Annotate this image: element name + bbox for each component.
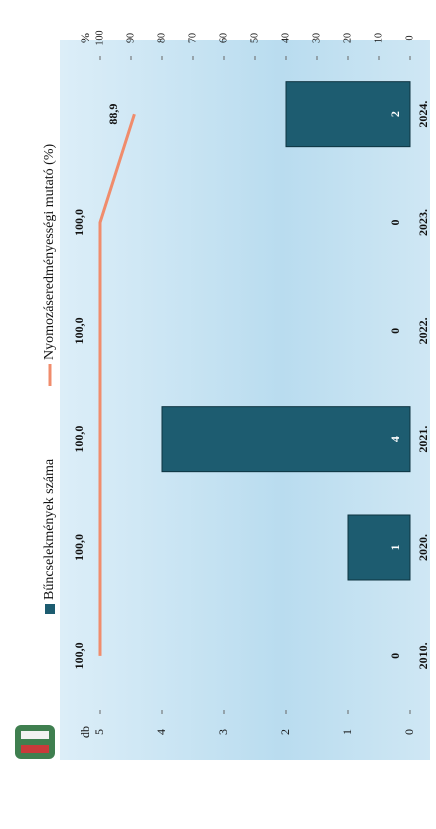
y-tick-label: 1 <box>340 729 354 735</box>
y2-tick-label: 70 <box>187 33 198 43</box>
line-value-label: 100,0 <box>72 426 86 453</box>
bar <box>161 406 411 473</box>
y-tick-label: 0 <box>402 729 416 735</box>
bar-value-label: 0 <box>388 328 402 334</box>
x-tick-label: 2010. <box>416 642 430 669</box>
y-tick-label: 5 <box>92 729 106 735</box>
y2-tick-label: 90 <box>125 33 136 43</box>
line-value-label: 100,0 <box>72 317 86 344</box>
x-tick-label: 2023. <box>416 209 430 236</box>
x-tick-label: 2024. <box>416 101 430 128</box>
plot-background <box>60 40 430 760</box>
rotated-chart: db%01234501020304050607080901002010.2020… <box>15 31 430 759</box>
logo <box>15 725 55 759</box>
y2-tick-label: 0 <box>404 36 415 41</box>
x-tick-label: 2021. <box>416 426 430 453</box>
line-value-label: 100,0 <box>72 642 86 669</box>
x-tick-label: 2022. <box>416 317 430 344</box>
bar <box>285 81 411 148</box>
legend-label: Nyomozáseredményességi mutató (%) <box>42 144 57 360</box>
y2-tick-label: 60 <box>218 33 229 43</box>
bar-value-label: 0 <box>388 220 402 226</box>
x-tick-label: 2020. <box>416 534 430 561</box>
y-tick-label: 3 <box>216 729 230 735</box>
bar-value-label: 0 <box>388 653 402 659</box>
y2-tick-label: 10 <box>373 33 384 43</box>
legend-swatch <box>45 604 55 614</box>
y2-tick-label: 20 <box>342 33 353 43</box>
legend-label: Bűncselekmények száma <box>42 458 57 600</box>
bar <box>347 514 411 581</box>
y2-tick-label: 50 <box>249 33 260 43</box>
bar-value-label: 1 <box>388 545 402 551</box>
y2-tick-label: 80 <box>156 33 167 43</box>
y2-tick-label: 30 <box>311 33 322 43</box>
bar-value-label: 4 <box>388 436 402 442</box>
line-value-label: 88,9 <box>106 104 120 125</box>
line <box>98 113 136 656</box>
y2-axis-title: % <box>78 33 92 43</box>
bar-value-label: 2 <box>388 111 402 117</box>
y-axis-title: db <box>78 726 92 738</box>
y-tick-label: 4 <box>154 729 168 735</box>
y-tick-label: 2 <box>278 729 292 735</box>
line-value-label: 100,0 <box>72 209 86 236</box>
y2-tick-label: 40 <box>280 33 291 43</box>
y2-tick-label: 100 <box>94 31 105 46</box>
line-value-label: 100,0 <box>72 534 86 561</box>
